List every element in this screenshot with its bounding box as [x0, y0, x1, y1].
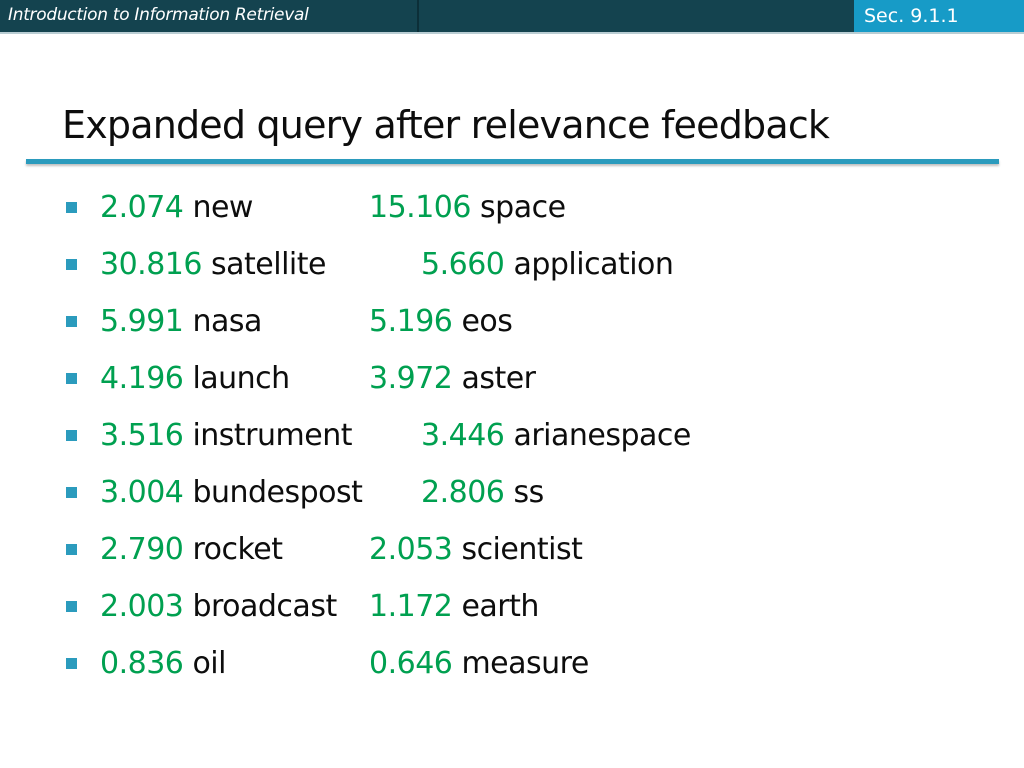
- list-item: 2.790 rocket 2.053 scientist: [0, 532, 1000, 572]
- term-weight: 3.446: [421, 418, 505, 453]
- term-text: arianespace: [513, 418, 691, 453]
- term-text: instrument: [192, 418, 352, 453]
- title-rule: [26, 159, 999, 164]
- term-text: measure: [461, 646, 589, 681]
- bullet-icon: [66, 259, 77, 270]
- term-text: rocket: [192, 532, 283, 567]
- term-weight: 2.003: [100, 589, 184, 624]
- term-weight: 1.172: [369, 589, 453, 624]
- bullet-icon: [66, 373, 77, 384]
- list-item: 0.836 oil 0.646 measure: [0, 646, 1000, 686]
- section-badge: Sec. 9.1.1: [854, 0, 1024, 32]
- term-weight: 30.816: [100, 247, 202, 282]
- term-weight: 2.074: [100, 190, 184, 225]
- term-text: scientist: [461, 532, 583, 567]
- term-text: space: [480, 190, 566, 225]
- term-text: eos: [461, 304, 513, 339]
- header-bar: Introduction to Information Retrieval Se…: [0, 0, 1024, 32]
- bullet-icon: [66, 658, 77, 669]
- term-text: satellite: [211, 247, 326, 282]
- list-item: 30.816 satellite 5.660 application: [0, 247, 1000, 287]
- term-text: broadcast: [192, 589, 337, 624]
- list-item: 3.516 instrument 3.446 arianespace: [0, 418, 1000, 458]
- bullet-icon: [66, 202, 77, 213]
- term-weight: 3.004: [100, 475, 184, 510]
- list-item: 2.003 broadcast 1.172 earth: [0, 589, 1000, 629]
- list-item: 4.196 launch 3.972 aster: [0, 361, 1000, 401]
- section-label: Sec. 9.1.1: [864, 5, 959, 27]
- bullet-icon: [66, 316, 77, 327]
- term-weight: 4.196: [100, 361, 184, 396]
- term-weight: 5.196: [369, 304, 453, 339]
- term-weight: 15.106: [369, 190, 471, 225]
- header-divider: [417, 0, 419, 32]
- term-text: bundespost: [192, 475, 363, 510]
- term-weight: 2.806: [421, 475, 505, 510]
- term-weight: 5.660: [421, 247, 505, 282]
- term-text: nasa: [192, 304, 262, 339]
- term-weight: 0.646: [369, 646, 453, 681]
- list-item: 2.074 new 15.106 space: [0, 190, 1000, 230]
- term-weight: 2.790: [100, 532, 184, 567]
- term-text: new: [192, 190, 253, 225]
- term-weight: 0.836: [100, 646, 184, 681]
- term-weight: 3.516: [100, 418, 184, 453]
- list-item: 5.991 nasa 5.196 eos: [0, 304, 1000, 344]
- term-text: ss: [513, 475, 544, 510]
- bullet-icon: [66, 601, 77, 612]
- term-text: application: [513, 247, 674, 282]
- term-text: earth: [461, 589, 539, 624]
- term-text: aster: [461, 361, 536, 396]
- slide-title: Expanded query after relevance feedback: [62, 103, 830, 147]
- term-weight: 5.991: [100, 304, 184, 339]
- course-title: Introduction to Information Retrieval: [8, 5, 309, 25]
- bullet-icon: [66, 544, 77, 555]
- list-item: 3.004 bundespost 2.806 ss: [0, 475, 1000, 515]
- bullet-icon: [66, 430, 77, 441]
- term-text: oil: [192, 646, 226, 681]
- bullet-icon: [66, 487, 77, 498]
- term-weight: 2.053: [369, 532, 453, 567]
- header-underline: [0, 32, 1024, 34]
- term-text: launch: [192, 361, 290, 396]
- term-weight: 3.972: [369, 361, 453, 396]
